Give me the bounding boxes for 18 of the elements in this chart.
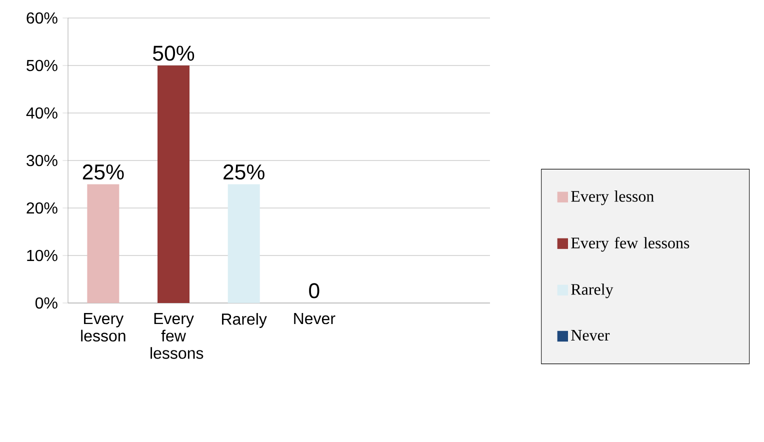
legend-label: Every lesson (571, 190, 654, 206)
y-tick-label: 30% (26, 154, 58, 166)
data-label: 0 (309, 283, 320, 298)
x-tick-label: Every few lessons (150, 313, 204, 359)
legend-label: Rarely (571, 284, 614, 298)
data-label: 50% (153, 46, 194, 61)
y-tick-label: 20% (26, 202, 58, 214)
data-label: 25% (82, 164, 124, 180)
x-tick-label: Every lesson (81, 313, 126, 342)
x-tick-label: Rarely (222, 313, 267, 328)
data-label: 25% (224, 164, 264, 180)
y-tick-label: 0% (35, 297, 58, 309)
y-tick-label: 10% (27, 250, 58, 262)
y-tick-label: 50% (26, 60, 58, 72)
y-tick-label: 40% (26, 107, 58, 119)
y-tick-label: 60% (26, 12, 58, 24)
legend-label: Every few lessons (571, 236, 690, 252)
x-tick-label: Never (294, 313, 336, 324)
